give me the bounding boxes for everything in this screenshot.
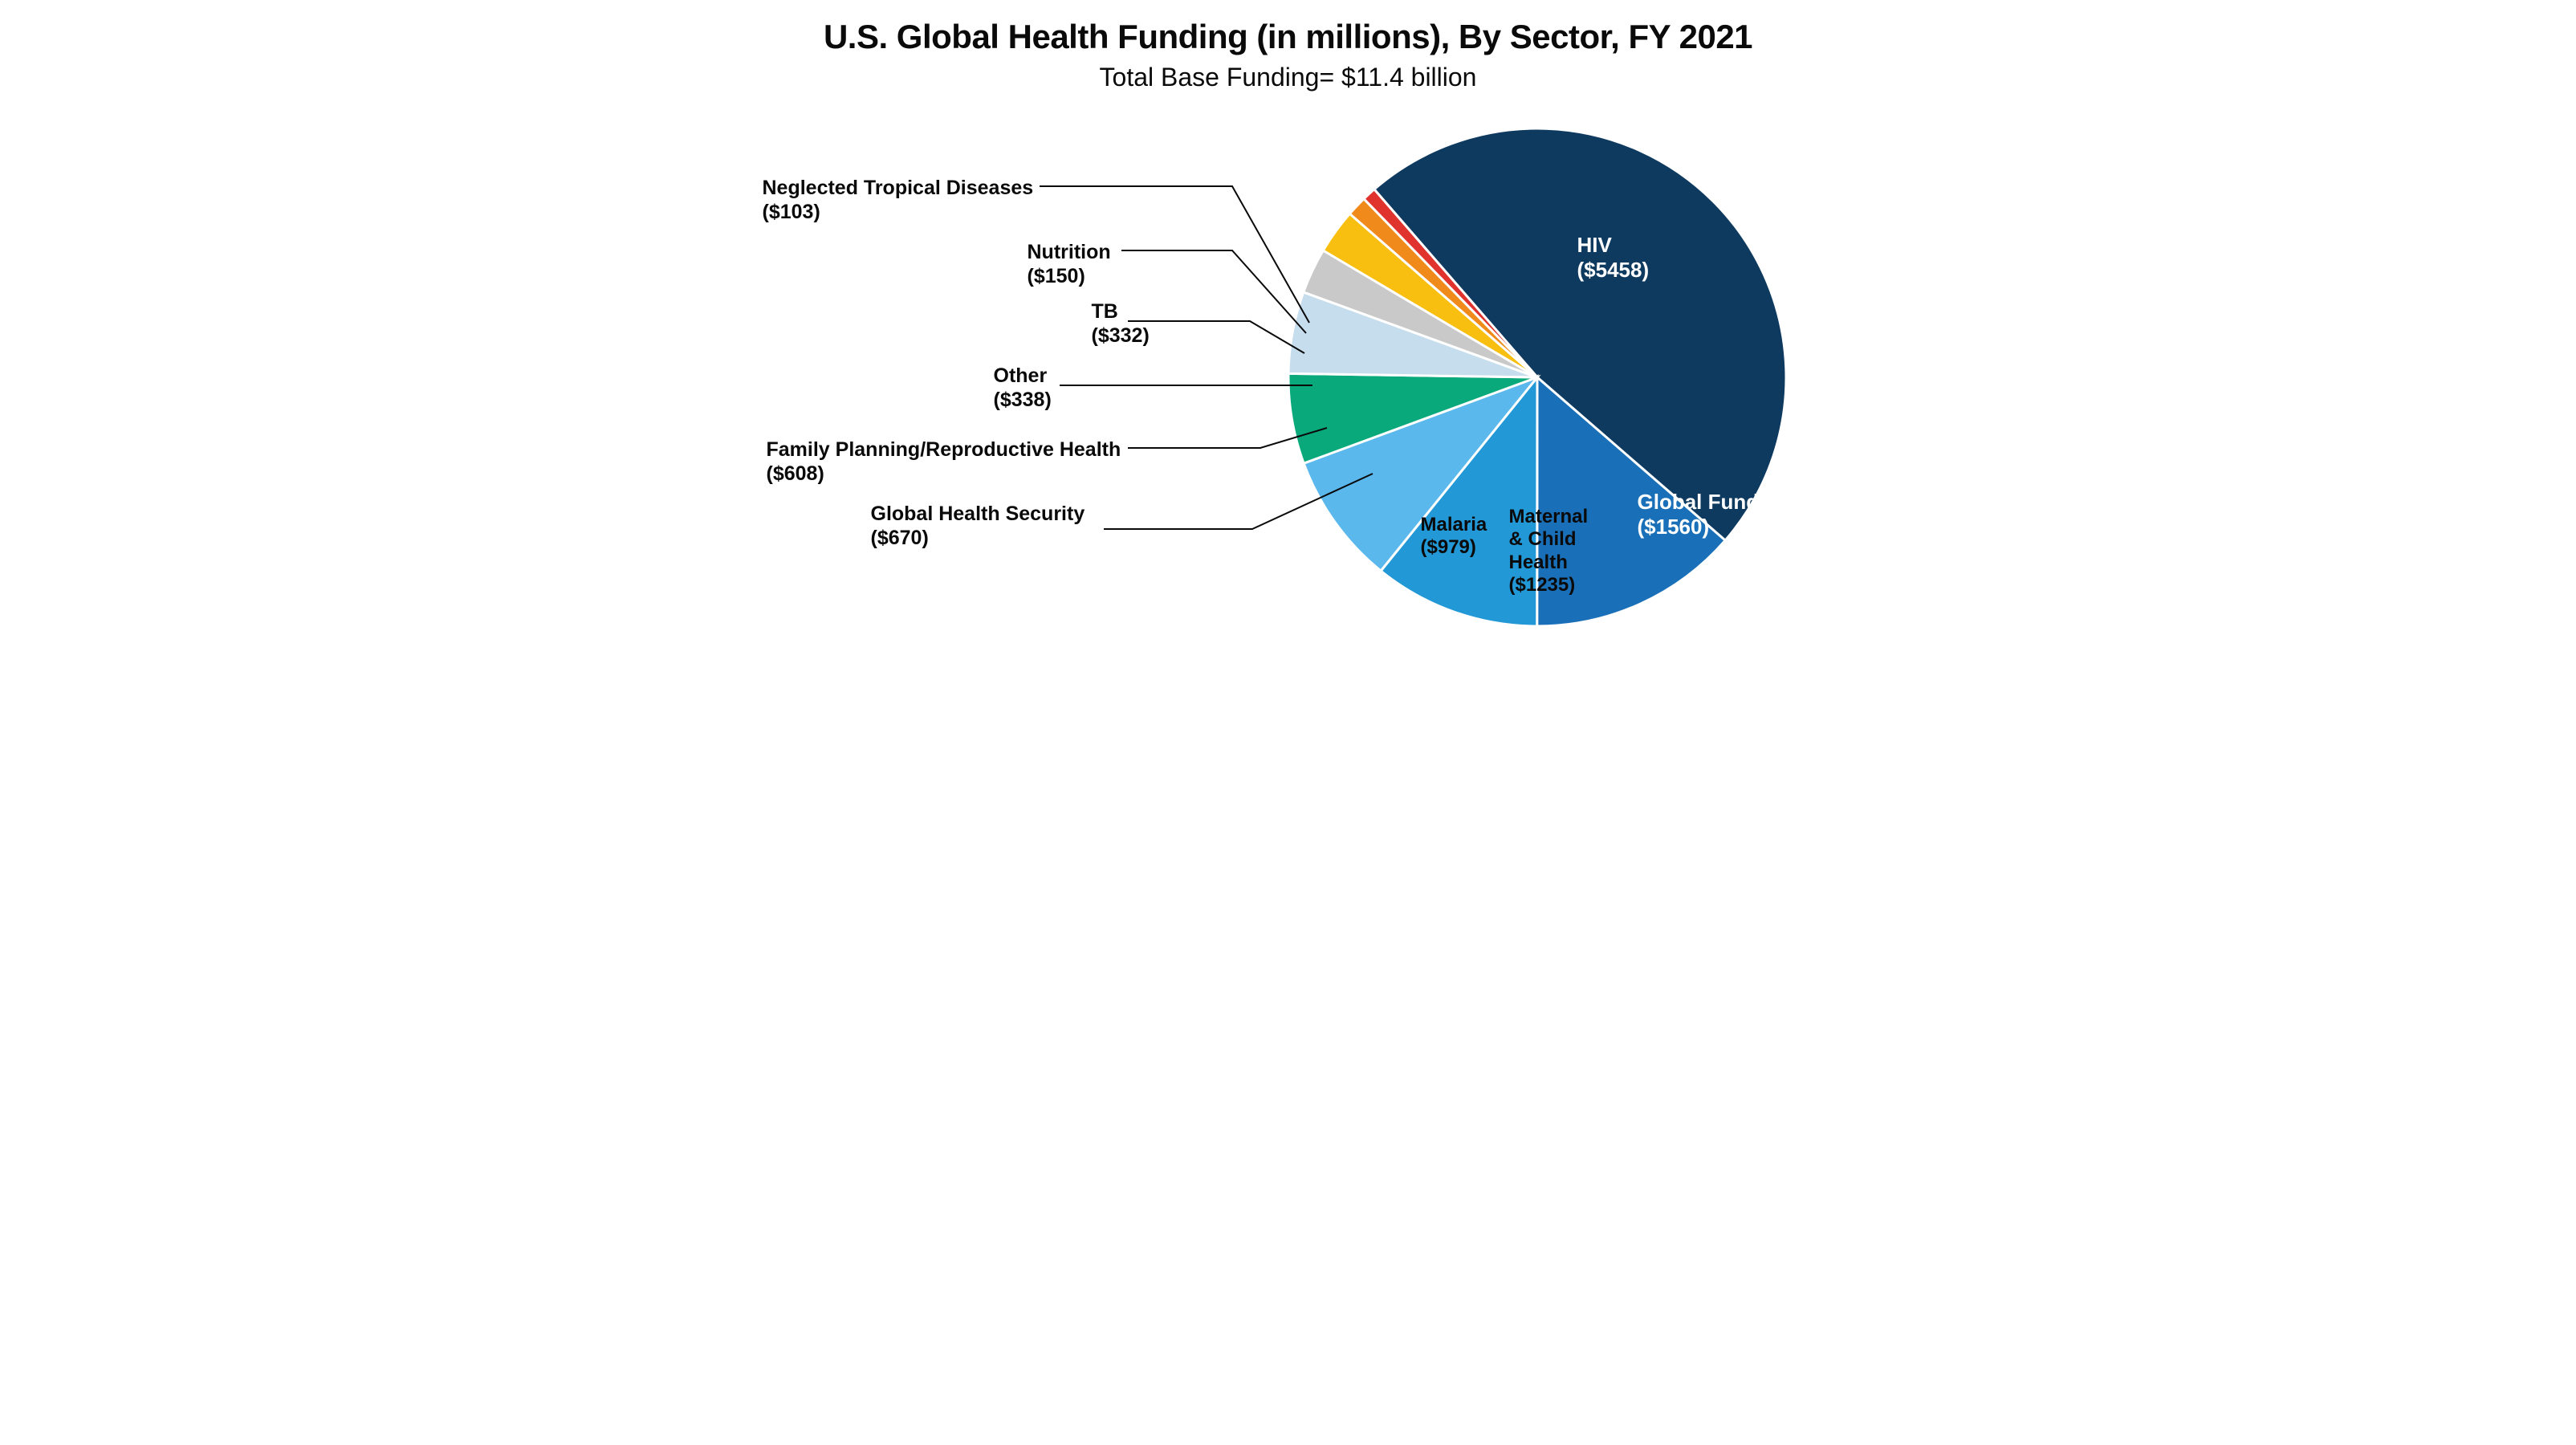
slice-label: Global Health Security($670) bbox=[871, 503, 1085, 550]
slice-label: Other($338) bbox=[994, 364, 1052, 412]
slice-label: Global Fund($1560) bbox=[1638, 490, 1760, 539]
pie-chart bbox=[702, 0, 1874, 658]
slice-label: Neglected Tropical Diseases($103) bbox=[763, 177, 1034, 224]
slice-label: TB($332) bbox=[1092, 300, 1150, 348]
slice-label: HIV($5458) bbox=[1577, 233, 1650, 282]
slice-label: Maternal& ChildHealth($1235) bbox=[1509, 506, 1589, 596]
slice-label: Nutrition($150) bbox=[1028, 241, 1111, 288]
leader-line bbox=[1128, 321, 1304, 353]
slice-label: Family Planning/Reproductive Health($608… bbox=[767, 438, 1121, 486]
slice-label: Malaria($979) bbox=[1421, 514, 1487, 560]
